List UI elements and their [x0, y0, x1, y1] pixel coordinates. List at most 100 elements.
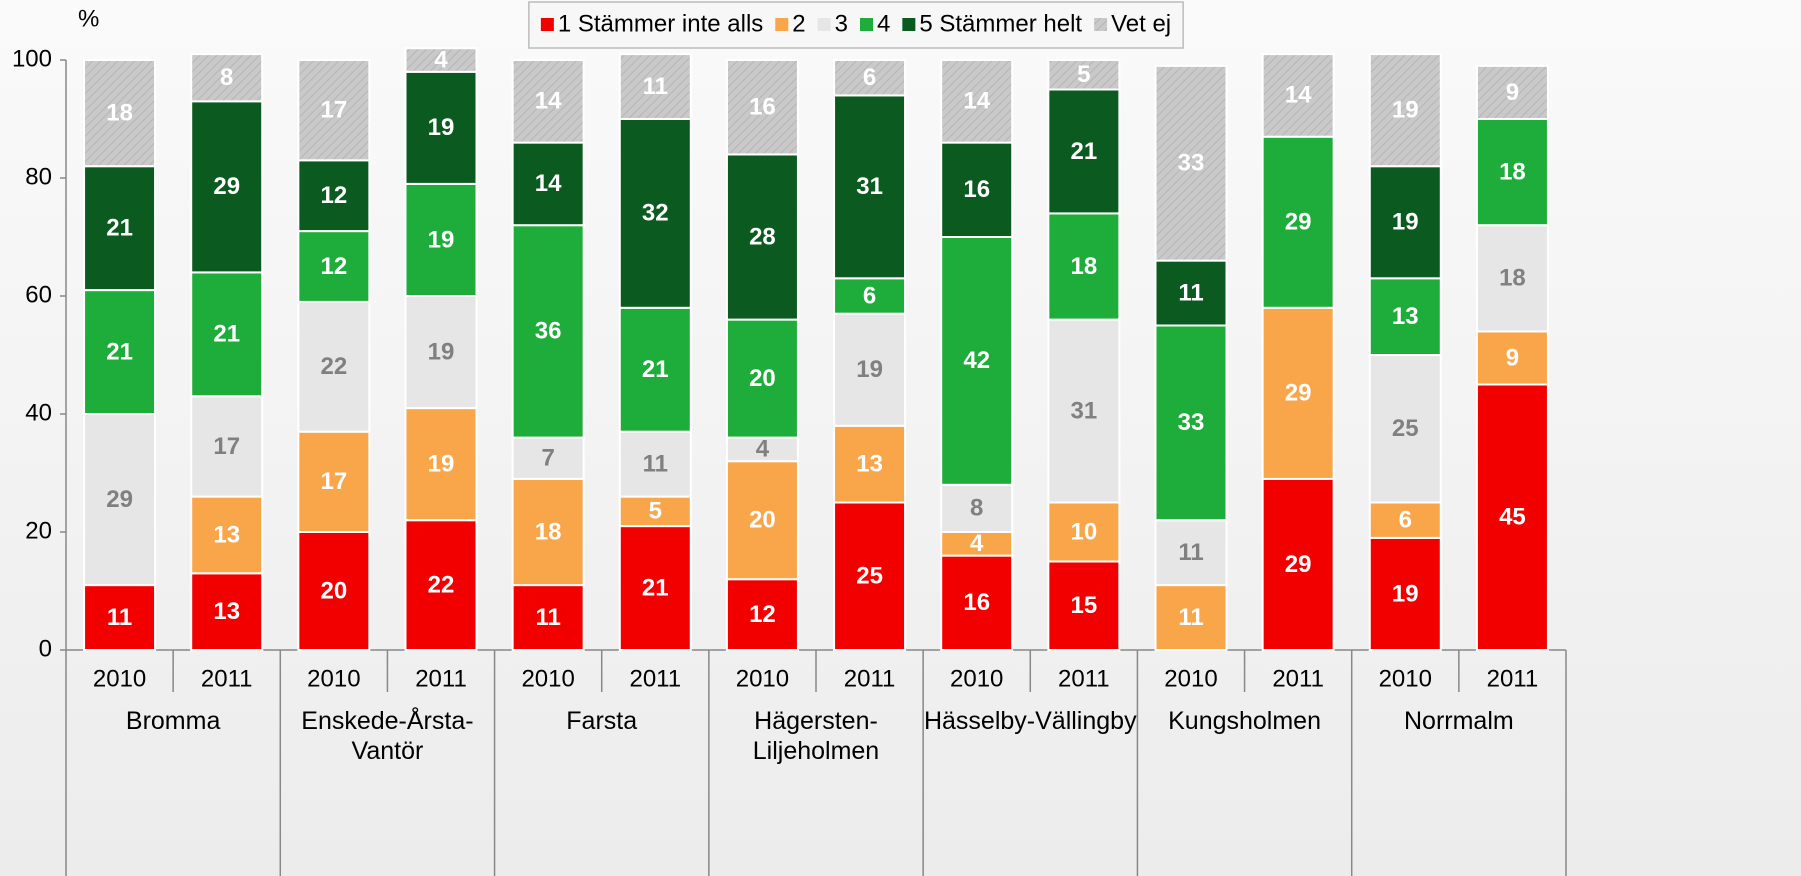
- data-label: 21: [213, 321, 240, 348]
- bar-segment: [190, 395, 264, 498]
- data-label: 13: [213, 521, 240, 548]
- data-label: 6: [1399, 507, 1412, 534]
- bar-segment: [833, 312, 907, 427]
- data-label: 19: [428, 226, 455, 253]
- bar-segment: [833, 59, 907, 97]
- x-tick-label: 2011: [1272, 665, 1324, 692]
- data-label: 20: [749, 365, 776, 392]
- data-label: 18: [106, 99, 133, 126]
- group-label: Norrmalm: [1403, 707, 1514, 735]
- data-label: 25: [1392, 415, 1419, 442]
- bar-segment: [1047, 318, 1121, 504]
- bar-segment: [833, 94, 907, 280]
- data-label: 21: [106, 214, 133, 241]
- bar-segment: [511, 584, 585, 651]
- data-label: 14: [535, 88, 562, 115]
- data-label: 15: [1071, 592, 1098, 619]
- data-label: 29: [1285, 209, 1312, 236]
- data-label: 18: [535, 518, 562, 545]
- data-label: 6: [863, 64, 876, 91]
- bar-segment: [404, 295, 478, 410]
- data-label: 16: [749, 94, 776, 121]
- data-label: 19: [856, 356, 883, 383]
- data-label: 19: [428, 114, 455, 141]
- legend-swatch: [902, 18, 916, 31]
- bar-segment: [404, 407, 478, 522]
- x-tick-label: 2010: [521, 665, 574, 692]
- bar-segment: [725, 59, 799, 156]
- legend-label: 5 Stämmer helt: [919, 10, 1082, 37]
- data-label: 42: [963, 347, 990, 374]
- data-label: 11: [643, 450, 668, 477]
- bar-segment: [1047, 212, 1121, 321]
- data-label: 17: [321, 96, 348, 123]
- data-label: 4: [970, 530, 984, 557]
- data-label: 13: [856, 450, 883, 477]
- bar-segment: [1368, 354, 1442, 504]
- bar-segment: [511, 59, 585, 144]
- data-label: 9: [1506, 79, 1519, 106]
- data-label: 18: [1499, 158, 1526, 185]
- bar-segment: [511, 224, 585, 439]
- x-tick-label: 2010: [1379, 665, 1432, 692]
- bar-segment: [297, 300, 371, 433]
- data-label: 5: [1077, 61, 1090, 88]
- data-label: 4: [756, 436, 770, 463]
- data-label: 14: [963, 88, 990, 115]
- data-label: 29: [106, 486, 133, 513]
- data-label: 21: [1071, 138, 1098, 165]
- bar-segment: [725, 318, 799, 439]
- data-label: 11: [1178, 539, 1203, 566]
- bar-segment: [190, 53, 264, 103]
- bar-segment: [1261, 477, 1335, 651]
- bar-segment: [1154, 259, 1228, 327]
- data-label: 11: [535, 604, 560, 631]
- data-label: 28: [749, 223, 776, 250]
- y-tick-label: 40: [25, 399, 52, 426]
- data-label: 29: [213, 173, 240, 200]
- bar-segment: [83, 165, 157, 292]
- data-label: 19: [1392, 96, 1419, 123]
- bar-segment: [1261, 53, 1335, 138]
- bar-segment: [1154, 324, 1228, 522]
- y-tick-label: 0: [39, 635, 52, 662]
- bar-segment: [618, 525, 692, 651]
- data-label: 33: [1178, 409, 1205, 436]
- legend-label: 2: [792, 10, 805, 37]
- data-label: 14: [535, 170, 562, 197]
- data-label: 17: [213, 433, 240, 460]
- bar-segment: [297, 159, 371, 233]
- bar-segment: [190, 572, 264, 651]
- legend-label: Vet ej: [1111, 10, 1171, 37]
- group-label: Enskede-Årsta-Vantör: [301, 707, 474, 765]
- legend: 1 Stämmer inte alls 2 3 4 5 Stämmer helt Vet …: [540, 10, 1171, 37]
- bar-segment: [1368, 53, 1442, 168]
- data-label: 19: [428, 338, 455, 365]
- group-label: Farsta: [566, 707, 638, 735]
- bar-segment: [618, 53, 692, 120]
- bar-segment: [618, 430, 692, 498]
- bar-segment: [1475, 330, 1549, 386]
- data-label: 19: [1392, 209, 1419, 236]
- data-label: 20: [749, 507, 776, 534]
- bar-segment: [1261, 306, 1335, 480]
- bar-segment: [511, 477, 585, 587]
- data-label: 7: [541, 445, 554, 472]
- x-tick-label: 2011: [1058, 665, 1110, 692]
- legend-label: 3: [835, 10, 848, 37]
- data-label: 21: [106, 338, 133, 365]
- bar-segment: [1475, 64, 1549, 120]
- data-label: 45: [1499, 504, 1526, 531]
- data-label: 33: [1178, 150, 1205, 177]
- data-label: 16: [963, 589, 990, 616]
- legend-swatch: [859, 18, 873, 31]
- y-tick-label: 80: [25, 163, 52, 190]
- x-tick-label: 2011: [201, 665, 253, 692]
- y-tick-label: 60: [25, 281, 52, 308]
- data-label: 19: [428, 450, 455, 477]
- data-label: 29: [1285, 380, 1312, 407]
- y-tick-label: 100: [12, 45, 52, 72]
- group-label: Bromma: [125, 707, 221, 735]
